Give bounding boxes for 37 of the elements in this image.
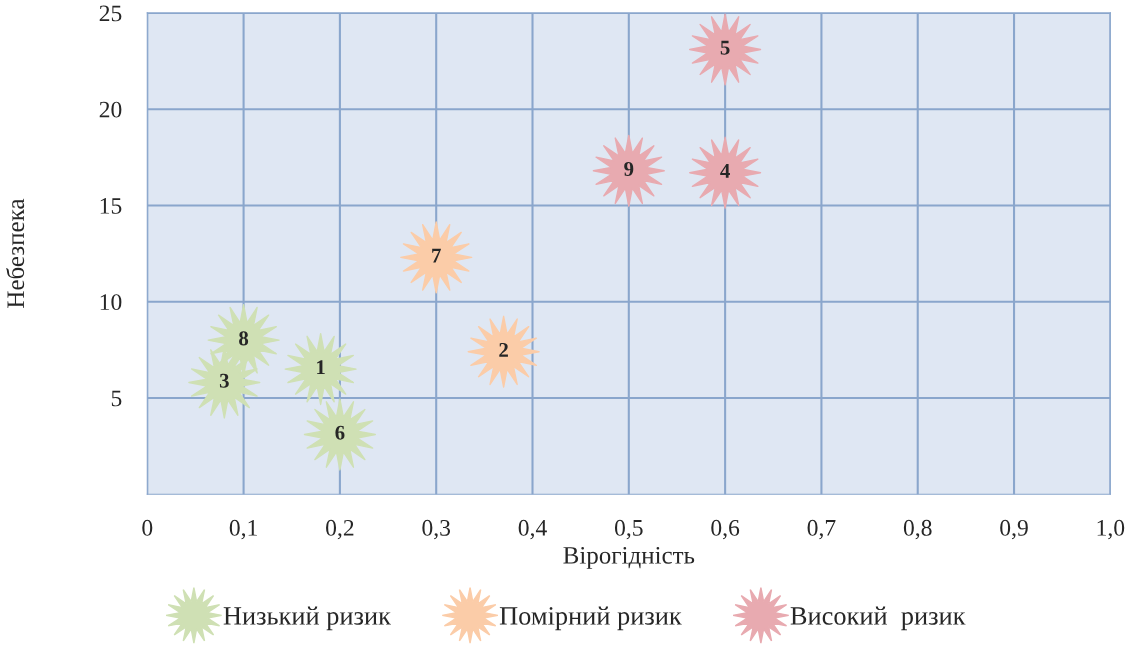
point: [467, 315, 540, 388]
x-tick-label: 0,1: [229, 519, 257, 540]
x-tick-label: 1,0: [1097, 519, 1125, 540]
y-tick-label: 10: [100, 294, 122, 311]
point: [689, 13, 762, 86]
annotation: 4: [720, 164, 730, 178]
x-tick-label: 0,9: [1000, 519, 1028, 540]
point: [689, 136, 762, 209]
y-tick-label: 20: [99, 101, 122, 118]
x-tick-label: 0,6: [711, 519, 740, 540]
y-axis-title: Небезпека: [6, 198, 25, 308]
x-axis-title: Вірогідність: [563, 546, 695, 569]
y-tick-label: 15: [100, 198, 122, 214]
x-tick-label: 0,8: [903, 519, 932, 540]
y-tick-label: 25: [99, 5, 122, 22]
legend-label: Високий ризик: [790, 606, 966, 631]
annotation: 5: [720, 40, 730, 55]
point: [303, 398, 377, 471]
annotation: 9: [624, 161, 634, 176]
x-tick-label: 0: [142, 519, 153, 536]
annotation: 7: [432, 248, 441, 263]
legend-label: Помірний ризик: [499, 606, 682, 631]
point: [592, 134, 665, 207]
y-tick-label: 5: [111, 390, 122, 407]
annotation: 3: [219, 373, 229, 388]
legend-label: Низький ризик: [223, 606, 391, 631]
annotation: 1: [317, 360, 325, 375]
x-tick-label: 0,3: [422, 519, 451, 540]
x-tick-label: 0,4: [518, 519, 547, 540]
x-tick-label: 0,7: [807, 519, 836, 540]
annotation: 8: [239, 331, 249, 346]
point: [400, 221, 473, 294]
point: [284, 332, 357, 406]
x-tick-label: 0,2: [326, 519, 354, 540]
annotation: 2: [499, 342, 508, 357]
annotation: 6: [335, 425, 345, 440]
x-tick-label: 0,5: [614, 519, 643, 540]
